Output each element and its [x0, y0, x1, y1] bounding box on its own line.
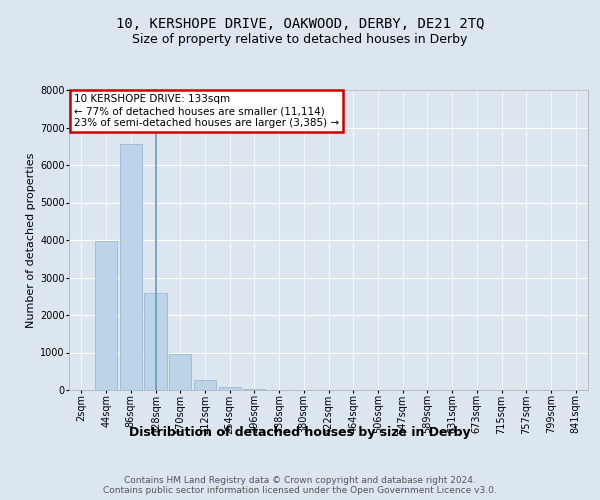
Bar: [218, 386, 241, 390]
Y-axis label: Number of detached properties: Number of detached properties: [26, 152, 36, 328]
Text: 10, KERSHOPE DRIVE, OAKWOOD, DERBY, DE21 2TQ: 10, KERSHOPE DRIVE, OAKWOOD, DERBY, DE21…: [116, 18, 484, 32]
Bar: [119, 144, 142, 390]
Bar: [243, 389, 265, 390]
Text: Size of property relative to detached houses in Derby: Size of property relative to detached ho…: [133, 32, 467, 46]
Text: Distribution of detached houses by size in Derby: Distribution of detached houses by size …: [129, 426, 471, 439]
Bar: [194, 380, 216, 390]
Text: 10 KERSHOPE DRIVE: 133sqm
← 77% of detached houses are smaller (11,114)
23% of s: 10 KERSHOPE DRIVE: 133sqm ← 77% of detac…: [74, 94, 340, 128]
Text: Contains HM Land Registry data © Crown copyright and database right 2024.
Contai: Contains HM Land Registry data © Crown c…: [103, 476, 497, 495]
Bar: [95, 241, 117, 390]
Bar: [145, 293, 167, 390]
Bar: [169, 354, 191, 390]
